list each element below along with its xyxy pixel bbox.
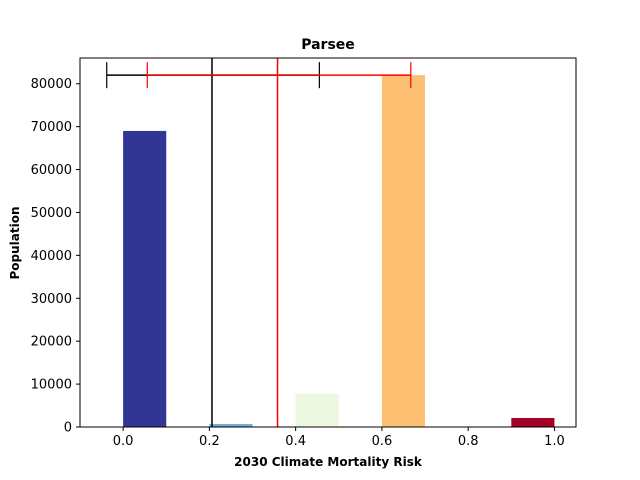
bar-3 bbox=[381, 75, 426, 427]
y-tick-label: 10000 bbox=[31, 378, 72, 393]
y-axis-label: Population bbox=[8, 206, 22, 279]
y-tick-label: 80000 bbox=[31, 77, 72, 92]
bar-1 bbox=[209, 424, 253, 427]
reference-lines-layer bbox=[106, 58, 412, 427]
y-tick-label: 0 bbox=[64, 421, 72, 436]
y-tick-label: 70000 bbox=[31, 120, 72, 135]
x-tick-label: 0.8 bbox=[458, 434, 479, 449]
x-axis-label: 2030 Climate Mortality Risk bbox=[234, 455, 423, 469]
y-tick-label: 30000 bbox=[31, 292, 72, 307]
x-tick-label: 0.4 bbox=[285, 434, 306, 449]
y-tick-label: 60000 bbox=[31, 163, 72, 178]
bar-2 bbox=[295, 393, 339, 427]
y-tick-label: 40000 bbox=[31, 249, 72, 264]
x-axis-ticks: 0.0 0.2 0.4 0.6 0.8 1.0 bbox=[113, 427, 565, 449]
y-tick-label: 20000 bbox=[31, 335, 72, 350]
y-tick-label: 50000 bbox=[31, 206, 72, 221]
bars-layer bbox=[123, 75, 555, 427]
reference-line-red bbox=[146, 58, 412, 427]
y-axis-ticks: 0 10000 20000 30000 40000 50000 60000 70000 8000… bbox=[31, 77, 80, 436]
chart-title: Parsee bbox=[301, 37, 355, 53]
plot-frame bbox=[79, 57, 577, 428]
bar-0 bbox=[123, 130, 167, 427]
x-tick-label: 0.2 bbox=[199, 434, 220, 449]
bar-4 bbox=[511, 417, 555, 427]
x-tick-label: 0.0 bbox=[113, 434, 134, 449]
x-tick-label: 1.0 bbox=[544, 434, 565, 449]
x-tick-label: 0.6 bbox=[372, 434, 393, 449]
